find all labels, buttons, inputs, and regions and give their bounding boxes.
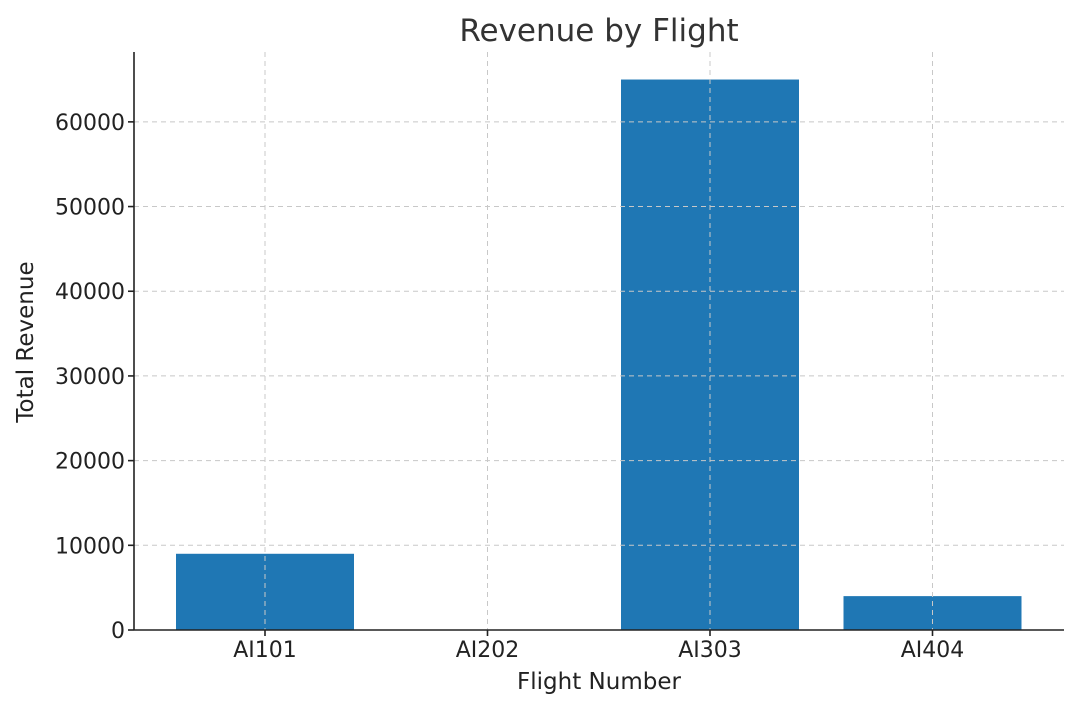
y-tick-label: 60000 (55, 111, 125, 136)
x-axis-label: Flight Number (517, 669, 681, 695)
x-tick-label: AI404 (901, 638, 965, 663)
x-tick-label: AI202 (456, 638, 520, 663)
chart-title: Revenue by Flight (459, 13, 738, 49)
y-tick-label: 10000 (55, 534, 125, 559)
y-tick-label: 30000 (55, 365, 125, 390)
y-tick-label: 20000 (55, 450, 125, 475)
y-axis-label: Total Revenue (13, 261, 39, 423)
x-tick-labels: AI101 AI202 AI303 AI404 (233, 638, 964, 663)
grid-lines (134, 52, 1064, 630)
y-tick-label: 0 (111, 619, 125, 644)
x-tick-label: AI303 (678, 638, 742, 663)
x-tick-label: AI101 (233, 638, 297, 663)
bars (176, 79, 1022, 631)
y-tick-label: 40000 (55, 280, 125, 305)
y-tick-labels: 0 10000 20000 30000 40000 50000 60000 (55, 111, 125, 644)
y-tick-label: 50000 (55, 196, 125, 221)
axes (128, 52, 1064, 636)
